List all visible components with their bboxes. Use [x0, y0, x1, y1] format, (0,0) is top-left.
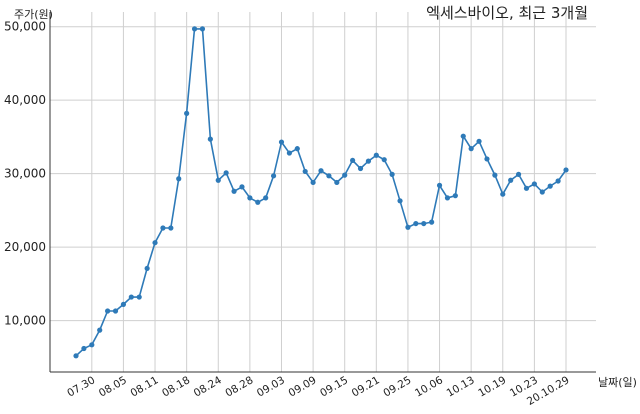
x-tick-label: 09.21	[350, 374, 382, 399]
data-point	[310, 179, 316, 186]
chart-title: 엑세스바이오, 최근 3개월	[426, 4, 588, 22]
x-axis-label: 날짜(일)	[598, 375, 637, 389]
data-point	[160, 225, 166, 231]
data-point	[365, 158, 372, 164]
x-tick-label: 08.24	[192, 374, 224, 400]
data-point	[460, 133, 466, 139]
data-point	[97, 327, 103, 333]
data-point	[112, 308, 119, 314]
x-tick-label: 10.06	[413, 374, 445, 400]
data-point	[207, 136, 213, 142]
data-point	[144, 265, 150, 272]
x-tick-label: 08.11	[128, 374, 160, 399]
data-point	[555, 178, 561, 184]
data-point	[136, 294, 142, 300]
y-tick-label: 30,000	[4, 167, 46, 181]
x-tick-label: 09.15	[318, 374, 350, 399]
grid	[50, 12, 596, 372]
labels: 엑세스바이오, 최근 3개월 주가(원) 날짜(일)	[14, 4, 637, 389]
data-point	[215, 177, 221, 183]
data-point	[247, 195, 253, 201]
data-point	[81, 345, 87, 352]
data-point	[508, 177, 514, 183]
y-tick-label: 20,000	[4, 240, 46, 254]
data-point	[357, 165, 364, 172]
data-point	[263, 195, 269, 201]
data-point	[452, 193, 458, 199]
data-point	[436, 182, 443, 188]
data-point	[255, 199, 261, 205]
y-axis-label: 주가(원)	[14, 8, 53, 21]
data-point	[199, 26, 206, 32]
x-tick-label: 10.19	[476, 374, 508, 399]
data-point	[239, 184, 245, 190]
data-point	[468, 146, 474, 152]
data-point	[531, 181, 537, 187]
y-tick-label: 10,000	[4, 314, 46, 328]
data-point	[350, 157, 356, 164]
data-point	[278, 139, 285, 145]
data-point	[381, 157, 387, 163]
data-point	[223, 170, 229, 176]
x-tick-label: 09.09	[287, 374, 319, 399]
data-point	[89, 342, 95, 348]
data-point	[152, 240, 158, 246]
data-point	[523, 185, 530, 191]
x-tick-label: 07.30	[65, 374, 97, 399]
data-point	[231, 188, 237, 194]
series	[73, 26, 569, 359]
x-tick-label: 08.28	[223, 374, 255, 399]
data-point	[105, 308, 111, 314]
data-point	[397, 198, 403, 204]
axes: 10,000 20,000 30,000 40,000 50,000 07.30 08.05…	[4, 12, 596, 408]
data-point	[421, 220, 427, 227]
data-point	[120, 301, 127, 308]
y-tick-label: 40,000	[4, 93, 46, 107]
x-tick-label: 09.03	[255, 374, 287, 399]
x-tick-label: 09.25	[381, 374, 413, 399]
data-point	[373, 152, 379, 158]
data-point	[294, 146, 300, 152]
data-point	[547, 183, 553, 189]
data-point	[302, 168, 308, 175]
data-point	[286, 150, 292, 156]
data-point	[342, 172, 348, 178]
price-series-line	[75, 28, 567, 357]
data-point	[444, 195, 451, 201]
data-point	[500, 191, 506, 197]
data-point	[184, 110, 190, 116]
data-point	[318, 168, 324, 174]
data-point	[413, 220, 419, 227]
data-point	[326, 173, 332, 179]
data-point	[168, 225, 174, 231]
data-point	[492, 172, 498, 178]
data-point	[176, 176, 182, 182]
data-point	[405, 224, 411, 230]
data-point	[515, 171, 522, 177]
data-point	[389, 171, 395, 177]
x-tick-label: 08.05	[97, 374, 129, 399]
data-point	[539, 189, 545, 195]
data-point	[128, 294, 134, 300]
y-tick-label: 50,000	[4, 20, 46, 34]
data-point	[484, 156, 490, 162]
data-point	[191, 26, 198, 32]
data-point	[334, 179, 340, 186]
x-tick-label: 08.18	[160, 374, 192, 399]
data-point	[476, 138, 482, 144]
data-point	[429, 219, 435, 225]
x-tick-label: 10.13	[445, 374, 477, 399]
data-point	[270, 173, 277, 179]
data-point	[73, 353, 79, 359]
data-point	[563, 167, 569, 173]
